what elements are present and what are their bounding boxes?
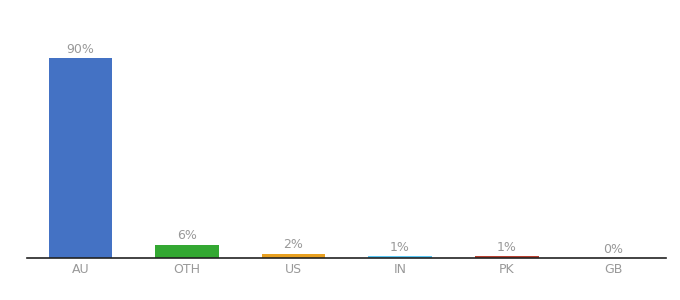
Bar <box>368 256 432 258</box>
Text: 2%: 2% <box>284 238 303 251</box>
Text: 1%: 1% <box>496 241 517 254</box>
Bar <box>475 256 539 258</box>
Text: 90%: 90% <box>67 43 95 56</box>
Text: 0%: 0% <box>603 243 623 256</box>
Text: 1%: 1% <box>390 241 410 254</box>
Bar <box>262 254 326 258</box>
Text: 6%: 6% <box>177 230 197 242</box>
Bar <box>48 58 112 258</box>
Bar <box>155 245 219 258</box>
